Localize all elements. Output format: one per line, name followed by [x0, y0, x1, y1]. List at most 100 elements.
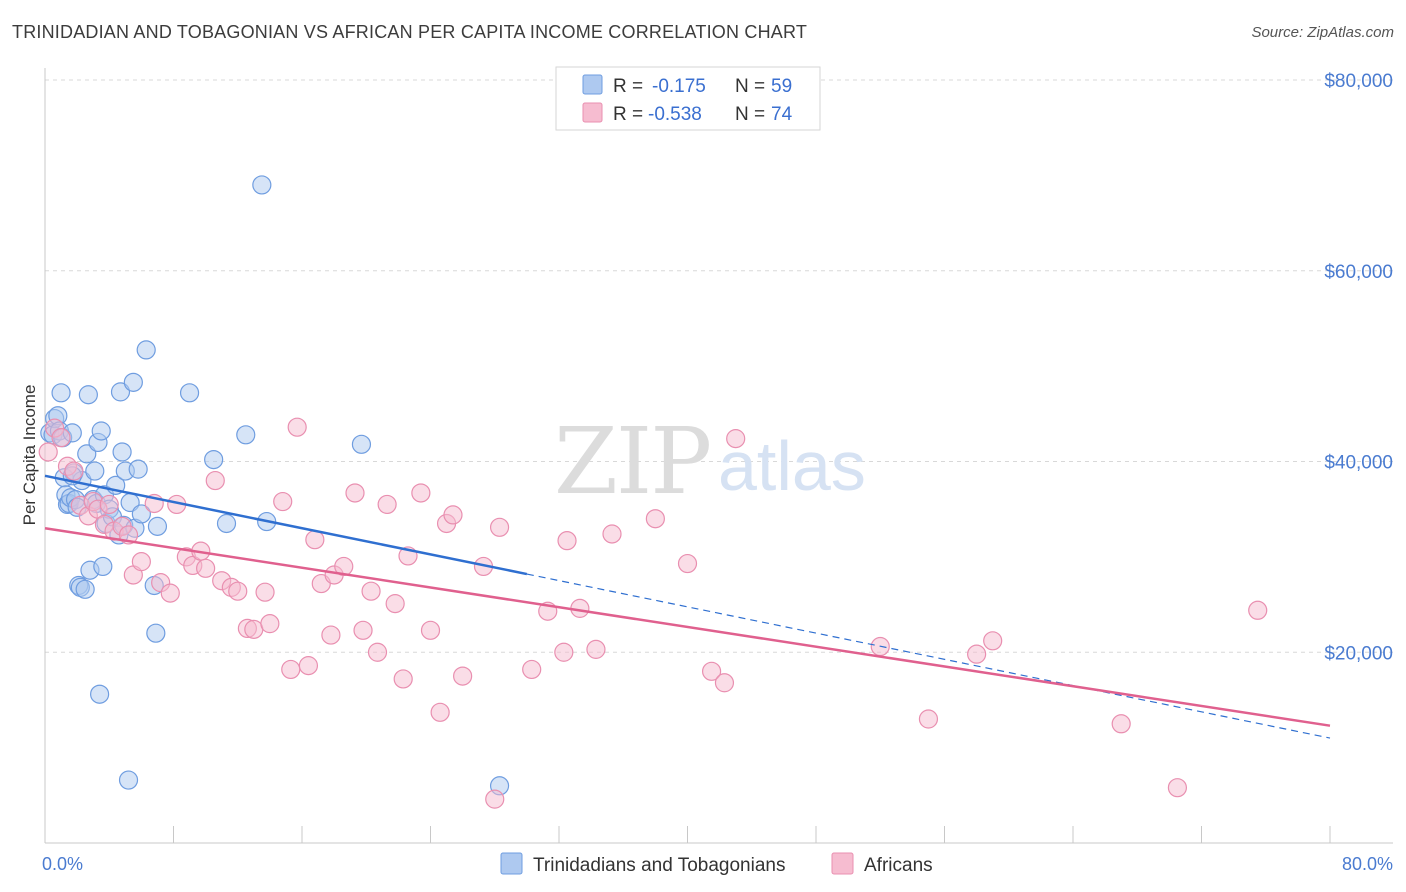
pink-point	[298, 656, 319, 676]
pink-point	[1167, 778, 1188, 798]
legend-swatch-pink	[582, 102, 603, 123]
blue-point	[90, 684, 110, 704]
blue-point	[236, 425, 256, 445]
y-tick-label: $60,000	[1324, 262, 1393, 283]
pink-point	[430, 702, 450, 722]
blue-point	[85, 461, 105, 481]
blue-point	[147, 516, 168, 536]
pink-point	[1248, 600, 1268, 620]
x-tick-label-min: 0.0%	[42, 854, 83, 874]
pink-point	[273, 491, 293, 512]
chart-source: Source: ZipAtlas.com	[1251, 24, 1394, 41]
blue-point	[131, 504, 151, 524]
y-tick-label: $80,000	[1324, 71, 1393, 92]
series-legend-swatch-blue	[500, 852, 523, 875]
pink-point	[586, 639, 606, 659]
trend-layer	[44, 474, 1331, 739]
pink-trend-line	[44, 527, 1331, 727]
pink-point	[160, 583, 180, 603]
pink-point	[51, 428, 71, 448]
blue-point	[128, 459, 148, 479]
pink-point	[701, 661, 722, 681]
pink-point	[287, 417, 307, 437]
pink-point	[554, 642, 574, 662]
pink-point	[367, 642, 388, 662]
points-layer	[38, 175, 1268, 809]
blue-point	[123, 372, 143, 392]
blue-point	[78, 385, 98, 405]
blue-point	[179, 383, 200, 403]
pink-point	[64, 461, 84, 481]
pink-point	[453, 666, 473, 686]
pink-point	[726, 429, 746, 449]
legend-r-label-1: R =	[613, 76, 643, 97]
pink-point	[99, 494, 119, 515]
legend-r-value-1: -0.175	[652, 76, 706, 97]
correlation-legend: R = -0.175 N = 59 R = -0.538 N = 74	[555, 66, 821, 131]
y-axis-label: Per Capita Income	[20, 385, 39, 526]
blue-point	[146, 623, 166, 643]
pink-point	[489, 517, 510, 537]
blue-point	[51, 383, 71, 403]
pink-point	[205, 470, 225, 491]
pink-point	[411, 483, 431, 503]
blue-trend-line	[44, 474, 528, 576]
pink-point	[244, 619, 264, 639]
series-legend-label-2: Africans	[864, 855, 933, 876]
pink-point	[377, 494, 397, 515]
series-legend-label-1: Trinidadians and Tobagonians	[533, 855, 785, 876]
blue-point	[204, 449, 224, 470]
legend-n-label-2: N =	[735, 104, 765, 125]
pink-point	[443, 505, 463, 525]
blue-trend-extension	[526, 573, 1331, 739]
pink-point	[196, 558, 216, 578]
pink-point	[1111, 714, 1131, 734]
pink-point	[557, 531, 577, 551]
blue-point	[118, 770, 139, 790]
pink-point	[260, 614, 280, 634]
pink-point	[353, 620, 373, 640]
pink-point	[385, 594, 405, 614]
blue-point	[351, 434, 372, 454]
pink-point	[228, 581, 248, 601]
blue-point	[75, 579, 95, 599]
blue-point	[252, 175, 272, 195]
chart-title: TRINIDADIAN AND TOBAGONIAN VS AFRICAN PE…	[12, 22, 808, 42]
pink-point	[714, 673, 735, 693]
watermark: ZIP atlas	[554, 408, 866, 515]
series-legend: Trinidadians and Tobagonians Africans	[500, 852, 933, 876]
pink-point	[522, 659, 542, 680]
pink-point	[918, 709, 939, 729]
x-tick-label-max: 80.0%	[1342, 854, 1393, 874]
axis-layer: $20,000 $40,000 $60,000 $80,000 0.0% 80.0%	[42, 68, 1393, 874]
blue-point	[136, 340, 156, 360]
y-tick-label: $20,000	[1324, 643, 1393, 664]
pink-point	[967, 644, 987, 664]
legend-r-value-2: -0.538	[648, 104, 702, 125]
pink-point	[420, 620, 441, 640]
pink-point	[983, 631, 1003, 651]
blue-point	[93, 556, 113, 577]
pink-point	[131, 552, 151, 572]
pink-point	[677, 553, 698, 574]
blue-point	[110, 382, 131, 402]
pink-point	[485, 789, 505, 809]
legend-n-value-2: 74	[771, 104, 793, 125]
pink-point	[321, 625, 341, 645]
blue-point	[77, 444, 97, 464]
pink-point	[645, 509, 665, 529]
pink-point	[38, 442, 58, 462]
legend-n-label-1: N =	[735, 76, 765, 97]
pink-point	[361, 581, 381, 601]
pink-point	[602, 524, 622, 544]
watermark-zip: ZIP	[554, 408, 710, 515]
legend-n-value-1: 59	[771, 76, 792, 97]
pink-point	[255, 582, 275, 602]
legend-swatch-blue	[582, 74, 603, 95]
blue-point	[216, 513, 237, 534]
blue-point	[91, 421, 111, 441]
pink-point	[393, 669, 413, 689]
grid-layer	[45, 79, 1393, 653]
legend-r-label-2: R =	[613, 104, 643, 125]
